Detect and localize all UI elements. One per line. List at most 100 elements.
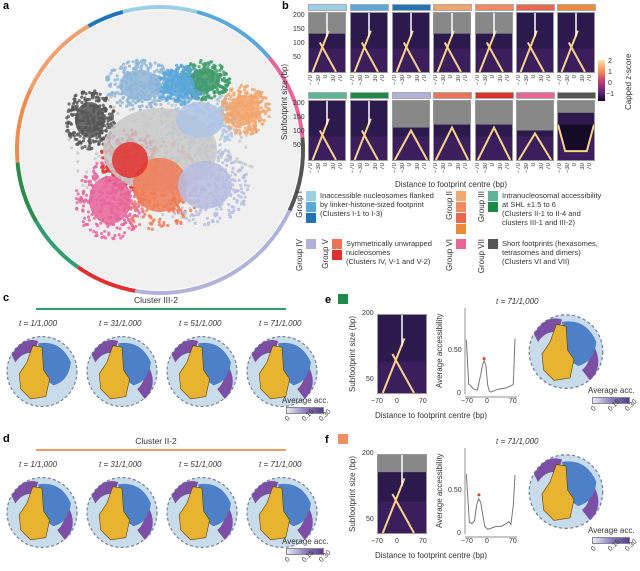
x-tick-label: −30 <box>523 163 530 174</box>
accessibility-axis-label: Average accessibility <box>435 313 444 388</box>
x-tick-label: 0 <box>490 163 497 167</box>
x-tick-label: 30 <box>330 75 337 82</box>
subfootprint-heatmap <box>350 12 388 73</box>
x-tick-label: −30 <box>440 163 447 174</box>
ring-segment <box>134 5 198 14</box>
x-tick-label: 0 <box>572 163 579 167</box>
x-tick-label: 70 <box>338 75 345 82</box>
x-tick-label: 0 <box>448 75 455 79</box>
x-tick-label: −70 <box>433 163 439 174</box>
acc-tick: 0.50 <box>448 487 462 494</box>
x-tick-label: 70 <box>463 163 470 170</box>
legend-swatches <box>456 191 466 235</box>
cluster-title-rule <box>36 308 286 310</box>
cluster-color-bar <box>433 92 472 99</box>
ring-segment <box>34 220 80 269</box>
ring-segment <box>268 56 305 138</box>
legend-text: Inaccessible nucleosomes flanked <box>320 191 434 200</box>
subfootprint-heatmap <box>308 100 346 161</box>
x-tick-label: −30 <box>564 163 571 174</box>
legend-group: Group IV <box>295 239 321 271</box>
x-tick-label: 0 <box>365 75 372 79</box>
legend-swatch <box>456 191 466 201</box>
panel-label-b: b <box>282 0 289 12</box>
cb-tick: 2 <box>608 58 612 65</box>
colorbar-label: Average acc. <box>588 526 635 535</box>
cluster-color-bar <box>392 92 431 99</box>
time-label: t = 51/1,000 <box>179 319 222 328</box>
x-tick-label: 0 <box>407 75 414 79</box>
cluster-title: Cluster II-2 <box>135 436 177 446</box>
legend-text: (Clusters II-1 to II-4 and <box>502 209 581 218</box>
cluster-title-rule <box>36 449 286 451</box>
x-tick-label: 70 <box>546 75 553 82</box>
legend-text: nucleosomes <box>346 248 391 257</box>
accessibility-colorbar <box>592 397 630 404</box>
x-axis-label: Distance to footprint centre (bp) <box>375 411 488 420</box>
x-tick-label: −70 <box>308 163 314 174</box>
legend-swatch <box>332 250 342 260</box>
cluster-color-swatch <box>338 434 348 444</box>
colorbar-tick: 0 <box>590 405 598 413</box>
x-tick-label: 0 <box>485 538 489 545</box>
nucleosome-structure <box>528 454 604 529</box>
subfootprint-heatmap <box>377 454 427 534</box>
cluster-color-bar <box>516 92 555 99</box>
colorbar-tick: 0 <box>284 556 292 564</box>
cluster-color-bar <box>350 92 389 99</box>
cluster-color-bar <box>350 4 389 11</box>
x-tick-label: 70 <box>419 538 427 545</box>
x-tick-label: −30 <box>399 75 406 86</box>
x-tick-label: 30 <box>497 75 504 82</box>
subfootprint-heatmap <box>433 12 471 73</box>
colorbar-label: Capped z-score <box>624 53 633 110</box>
legend-swatches <box>306 191 316 224</box>
ring-segment <box>287 137 305 212</box>
legend-group: Group VI <box>445 239 477 271</box>
cluster-color-bar <box>308 4 347 11</box>
legend-swatch <box>306 202 316 212</box>
x-tick-label: −70 <box>461 538 473 545</box>
legend-swatch <box>306 191 316 201</box>
x-tick-label: 0 <box>448 163 455 167</box>
y-tick-label: 100 <box>293 40 305 47</box>
subfootprint-heatmap <box>433 100 471 161</box>
x-tick-label: 30 <box>414 75 421 82</box>
time-label: t = 71/1,000 <box>259 319 302 328</box>
x-tick-label: 70 <box>419 398 427 405</box>
umap-cluster-plot <box>15 5 305 295</box>
accessibility-axis-label: Average accessibility <box>435 453 444 528</box>
subfootprint-heatmap <box>377 314 427 394</box>
x-tick-label: −70 <box>392 163 398 174</box>
ring-segment <box>76 265 136 293</box>
ring-segment <box>15 162 38 223</box>
colorbar-tick: 0 <box>284 415 292 423</box>
nucleosome-structure <box>166 335 238 408</box>
peak-marker <box>477 493 481 497</box>
x-tick-label: −30 <box>399 163 406 174</box>
legend-text: Symmetrically unwrapped <box>346 239 432 248</box>
x-tick-label: 70 <box>380 75 387 82</box>
nucleosome-structure <box>86 476 158 549</box>
time-label: t = 71/1,000 <box>496 297 539 306</box>
x-tick-label: −70 <box>516 163 522 174</box>
x-tick-label: −30 <box>523 75 530 86</box>
y-tick-label: 50 <box>366 516 374 523</box>
x-tick-label: 70 <box>338 163 345 170</box>
x-tick-label: 70 <box>422 75 429 82</box>
legend-text: (Clusters IV, V-1 and V-2) <box>346 257 431 266</box>
colorbar-label: Average acc. <box>282 537 329 546</box>
subfootprint-heatmap <box>475 12 513 73</box>
legend-swatch <box>488 239 498 249</box>
legend-text-block: Symmetrically unwrapped nucleosomes (Clust… <box>346 239 445 266</box>
legend-swatches <box>488 239 498 250</box>
x-tick-label: 0 <box>365 163 372 167</box>
x-tick-label: 0 <box>490 75 497 79</box>
y-tick-label: 200 <box>362 310 374 317</box>
legend-swatches <box>456 239 466 250</box>
x-tick-label: 70 <box>505 163 512 170</box>
legend-row: Group IV Group V Symmetrically unwrapped nu… <box>295 239 638 273</box>
x-tick-label: 30 <box>414 163 421 170</box>
subfootprint-heatmap <box>557 12 595 73</box>
accessibility-line-chart <box>464 308 517 398</box>
